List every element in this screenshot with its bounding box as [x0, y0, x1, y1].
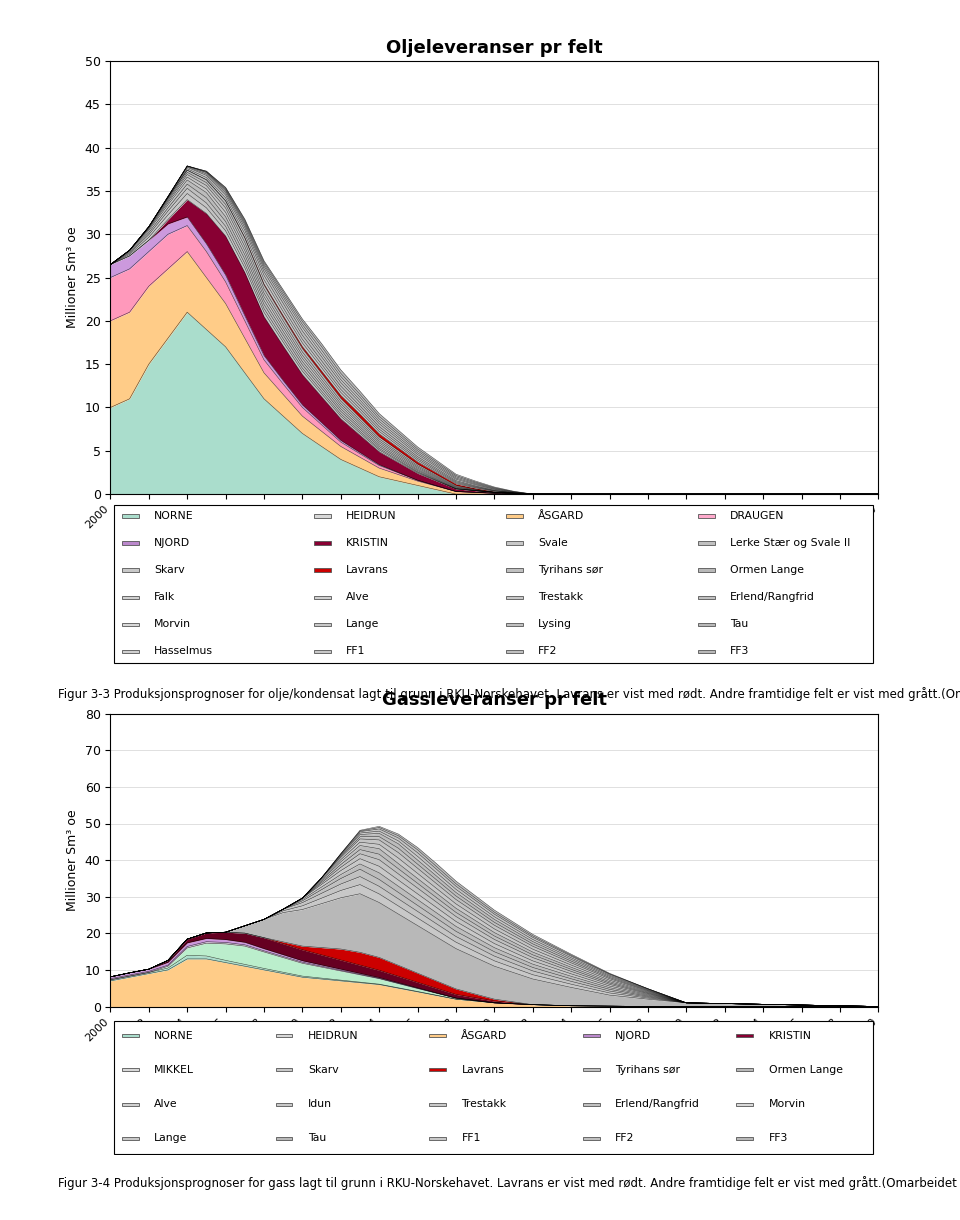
Text: Svale: Svale	[539, 538, 568, 548]
Text: KRISTIN: KRISTIN	[769, 1031, 811, 1041]
Bar	[736, 1069, 754, 1071]
Text: Trestakk: Trestakk	[539, 592, 584, 603]
Bar	[506, 649, 523, 653]
Text: Lavrans: Lavrans	[462, 1065, 504, 1075]
Bar	[429, 1035, 446, 1037]
Bar	[698, 622, 715, 626]
Bar	[314, 515, 331, 518]
Bar	[122, 622, 139, 626]
Title: Oljeleveranser pr felt: Oljeleveranser pr felt	[386, 39, 603, 56]
Text: Figur 3-3 Produksjonsprognoser for olje/kondensat lagt til grunn i RKU-Norskehav: Figur 3-3 Produksjonsprognoser for olje/…	[58, 687, 960, 700]
Text: KRISTIN: KRISTIN	[347, 538, 389, 548]
Text: FF1: FF1	[347, 647, 366, 656]
FancyBboxPatch shape	[114, 1021, 873, 1154]
Bar	[429, 1137, 446, 1139]
Text: Lerke Stær og Svale II: Lerke Stær og Svale II	[731, 538, 851, 548]
Bar	[429, 1103, 446, 1105]
Bar	[506, 515, 523, 518]
Bar	[122, 569, 139, 572]
Text: FF2: FF2	[615, 1133, 635, 1143]
Bar	[276, 1069, 293, 1071]
Text: FF3: FF3	[731, 647, 750, 656]
Bar	[698, 569, 715, 572]
Text: Tyrihans sør: Tyrihans sør	[615, 1065, 680, 1075]
Text: NJORD: NJORD	[155, 538, 190, 548]
Bar	[506, 595, 523, 599]
Text: Lange: Lange	[155, 1133, 187, 1143]
Text: FF3: FF3	[769, 1133, 788, 1143]
FancyBboxPatch shape	[114, 505, 873, 664]
Text: HEIDRUN: HEIDRUN	[308, 1031, 358, 1041]
Bar	[506, 569, 523, 572]
Text: Falk: Falk	[155, 592, 176, 603]
Text: NORNE: NORNE	[155, 511, 194, 521]
Bar	[314, 542, 331, 545]
Text: Lavrans: Lavrans	[347, 565, 389, 576]
Text: Morvin: Morvin	[769, 1099, 805, 1109]
Bar	[122, 1103, 139, 1105]
Bar	[506, 622, 523, 626]
Bar	[276, 1103, 293, 1105]
Bar	[314, 649, 331, 653]
Bar	[698, 515, 715, 518]
Bar	[314, 622, 331, 626]
Bar	[736, 1103, 754, 1105]
Text: FF2: FF2	[539, 647, 558, 656]
Text: ÅSGARD: ÅSGARD	[462, 1031, 508, 1041]
Text: DRAUGEN: DRAUGEN	[731, 511, 784, 521]
Bar	[736, 1035, 754, 1037]
Text: FF1: FF1	[462, 1133, 481, 1143]
Text: NORNE: NORNE	[155, 1031, 194, 1041]
Bar	[122, 1069, 139, 1071]
Text: NJORD: NJORD	[615, 1031, 651, 1041]
Bar	[122, 649, 139, 653]
Bar	[583, 1035, 600, 1037]
Text: Skarv: Skarv	[155, 565, 185, 576]
Text: Ormen Lange: Ormen Lange	[731, 565, 804, 576]
Bar	[122, 542, 139, 545]
Bar	[122, 515, 139, 518]
Text: Ormen Lange: Ormen Lange	[769, 1065, 843, 1075]
Bar	[276, 1035, 293, 1037]
Bar	[736, 1137, 754, 1139]
Bar	[583, 1069, 600, 1071]
Text: Morvin: Morvin	[155, 620, 191, 630]
Text: Hasselmus: Hasselmus	[155, 647, 213, 656]
Text: Trestakk: Trestakk	[462, 1099, 507, 1109]
Bar	[429, 1069, 446, 1071]
Bar	[698, 595, 715, 599]
Text: Alve: Alve	[155, 1099, 178, 1109]
Text: Tyrihans sør: Tyrihans sør	[539, 565, 603, 576]
Bar	[122, 595, 139, 599]
Title: Gassleveranser pr felt: Gassleveranser pr felt	[382, 692, 607, 709]
Bar	[314, 595, 331, 599]
Bar	[583, 1103, 600, 1105]
Text: Erlend/Rangfrid: Erlend/Rangfrid	[731, 592, 815, 603]
Text: Tau: Tau	[308, 1133, 326, 1143]
Text: Lange: Lange	[347, 620, 379, 630]
Text: Figur 3-4 Produksjonsprognoser for gass lagt til grunn i RKU-Norskehavet. Lavran: Figur 3-4 Produksjonsprognoser for gass …	[58, 1176, 960, 1190]
Bar	[276, 1137, 293, 1139]
Bar	[122, 1035, 139, 1037]
Bar	[698, 649, 715, 653]
Text: Erlend/Rangfrid: Erlend/Rangfrid	[615, 1099, 700, 1109]
Bar	[583, 1137, 600, 1139]
Bar	[506, 542, 523, 545]
Text: Skarv: Skarv	[308, 1065, 339, 1075]
Text: Alve: Alve	[347, 592, 370, 603]
Text: Idun: Idun	[308, 1099, 332, 1109]
Text: Lysing: Lysing	[539, 620, 572, 630]
Text: Tau: Tau	[731, 620, 749, 630]
Bar	[698, 542, 715, 545]
Bar	[314, 569, 331, 572]
Text: ÅSGARD: ÅSGARD	[539, 511, 585, 521]
Y-axis label: Millioner Sm³ oe: Millioner Sm³ oe	[66, 227, 79, 328]
Text: HEIDRUN: HEIDRUN	[347, 511, 396, 521]
Bar	[122, 1137, 139, 1139]
Y-axis label: Millioner Sm³ oe: Millioner Sm³ oe	[66, 809, 79, 911]
Text: MIKKEL: MIKKEL	[155, 1065, 194, 1075]
